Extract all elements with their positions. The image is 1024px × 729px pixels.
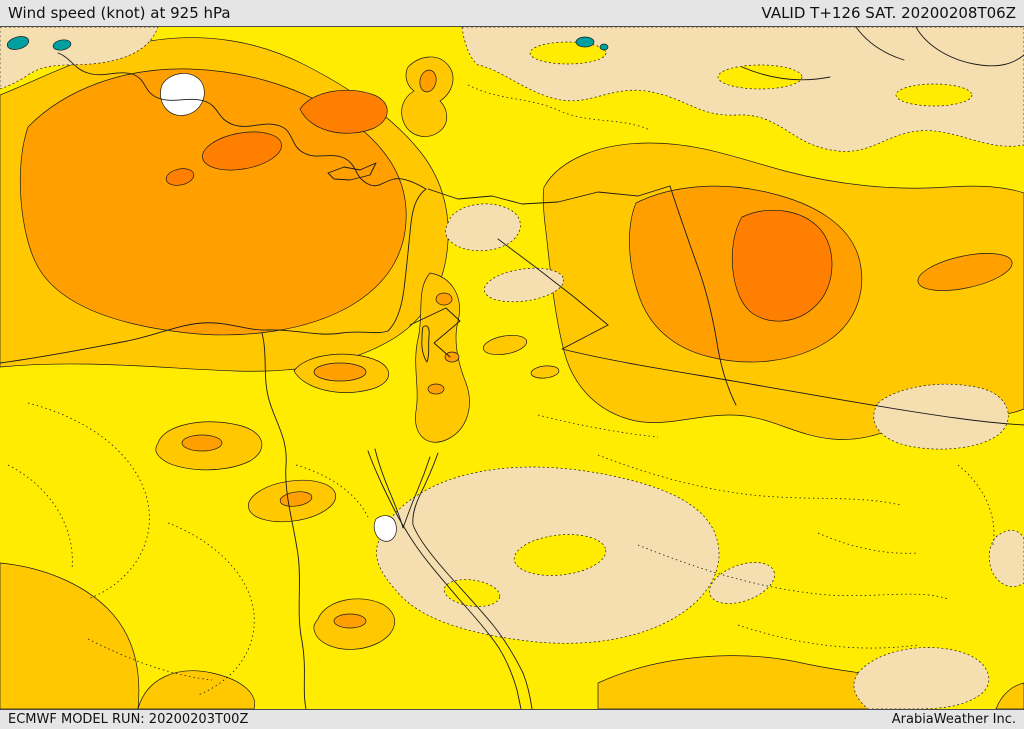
caspian-coast — [915, 27, 1024, 67]
dotted-contour-layer — [7, 84, 995, 696]
red-sea-east-coast — [412, 452, 533, 709]
anatolia-inland-line — [741, 66, 831, 81]
mediterranean-coastline — [0, 52, 427, 364]
header-bar: Wind speed (knot) at 925 hPa VALID T+126… — [0, 0, 1024, 27]
iraq-iran-border — [669, 185, 737, 406]
model-run-label: ECMWF MODEL RUN: 20200203T00Z — [8, 712, 249, 727]
red-sea-west-coast — [367, 450, 522, 709]
cyprus-outline — [327, 162, 377, 181]
jordan-borders — [409, 307, 461, 358]
caucasus-line — [855, 27, 905, 61]
wind-contour-map-svg — [0, 27, 1024, 709]
turkey-syria-border — [427, 185, 671, 205]
teal-spot-layer — [6, 36, 609, 51]
map-title: Wind speed (knot) at 925 hPa — [8, 4, 231, 22]
wind-speed-map — [0, 27, 1024, 709]
sinai-coast — [374, 448, 431, 529]
white-spot-layer — [160, 73, 397, 542]
syria-iraq-border — [497, 238, 609, 326]
valid-time-label: VALID T+126 SAT. 20200208T06Z — [761, 4, 1016, 22]
cream-contour-layer — [0, 27, 1024, 709]
dark-orange-contour-layer — [165, 89, 833, 322]
nile-river — [261, 332, 307, 709]
dead-sea-outline — [421, 325, 430, 363]
coastline-border-layer — [0, 27, 1024, 709]
saudi-iraq-border — [561, 324, 1024, 426]
provider-label: ArabiaWeather Inc. — [891, 712, 1016, 727]
footer-bar: ECMWF MODEL RUN: 20200203T00Z ArabiaWeat… — [0, 709, 1024, 729]
